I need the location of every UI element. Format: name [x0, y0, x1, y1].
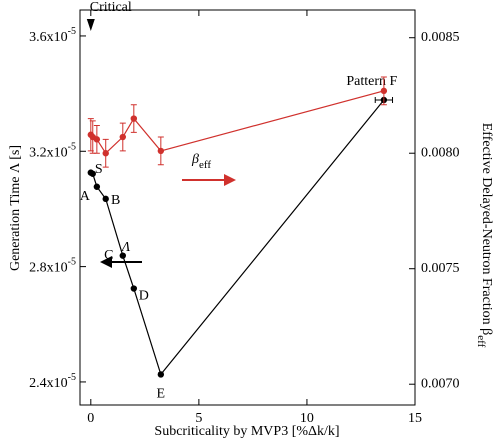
- data-point: [102, 150, 109, 157]
- data-point: [93, 183, 101, 190]
- y-tick-label-exp: -5: [68, 142, 76, 153]
- data-point: [157, 147, 165, 155]
- y2-axis-label-sub: eff: [475, 335, 487, 347]
- x-axis-label: Subcriticality by MVP3 [%Δk/k]: [154, 424, 339, 439]
- data-point: [157, 371, 165, 378]
- beta-legend: βeff: [191, 152, 211, 170]
- y-tick-label-base: 3.2x10: [29, 145, 68, 160]
- point-label: D: [139, 289, 149, 304]
- point-label: C: [104, 248, 113, 263]
- y2-tick-label: 0.0085: [421, 30, 460, 45]
- y2-axis-label: Effective Delayed-Neutron Fraction βeff: [475, 123, 493, 348]
- y-tick-label-exp: -5: [68, 26, 76, 37]
- y2-axis-label-main: Effective Delayed-Neutron Fraction β: [479, 123, 494, 336]
- data-point: [380, 87, 388, 95]
- y2-tick-label: 0.0075: [421, 261, 460, 276]
- y-tick-label: 3.2x10-5: [29, 142, 76, 161]
- series-line: [90, 90, 385, 155]
- point-label: A: [80, 189, 91, 204]
- y-tick-label: 2.8x10-5: [29, 257, 76, 276]
- y-tick-label: 2.4x10-5: [29, 372, 76, 391]
- data-point: [130, 115, 138, 122]
- data-point: [130, 285, 138, 292]
- data-point: [89, 170, 96, 177]
- point-label: Pattern F: [346, 74, 397, 89]
- annotation-arrow: [86, 19, 95, 31]
- x-tick-label: 0: [87, 411, 94, 426]
- y-tick-label-base: 2.4x10: [29, 376, 68, 391]
- y2-tick-label: 0.0070: [421, 376, 460, 391]
- x-tick-label: 15: [408, 411, 422, 426]
- beta-legend-name: β: [191, 152, 199, 167]
- y-tick-label-exp: -5: [68, 372, 76, 383]
- y-tick-label-base: 3.6x10: [29, 30, 68, 45]
- point-label: S: [95, 162, 103, 177]
- point-label: B: [111, 193, 120, 208]
- lambda-arrowhead: [100, 256, 112, 268]
- data-point: [102, 195, 109, 203]
- beta-arrowhead: [224, 174, 236, 186]
- y-axis-label: Generation Time Λ [s]: [8, 145, 23, 271]
- point-label: E: [157, 387, 166, 402]
- y-tick-label: 3.6x10-5: [29, 26, 76, 45]
- y2-tick-label: 0.0080: [421, 145, 460, 160]
- x-tick-label: 5: [195, 411, 202, 426]
- data-point: [119, 133, 126, 141]
- y-tick-label-base: 2.8x10: [29, 261, 68, 276]
- data-point: [119, 252, 126, 259]
- beta-legend-sub: eff: [199, 159, 211, 171]
- x-tick-label: 10: [300, 411, 314, 426]
- series-line: [90, 99, 385, 376]
- data-point: [93, 136, 101, 143]
- lambda-legend: Λ: [120, 240, 131, 255]
- annotation: Critical: [90, 0, 132, 15]
- plot-frame: [79, 9, 416, 406]
- y-tick-label-exp: -5: [68, 257, 76, 268]
